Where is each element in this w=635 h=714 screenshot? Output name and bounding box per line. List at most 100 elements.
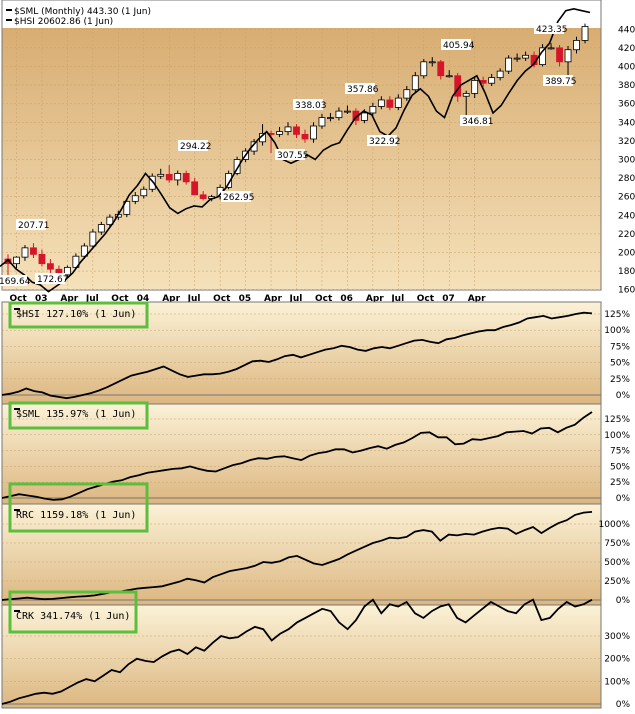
price-callout: 207.71: [18, 221, 50, 231]
candle-body: [488, 77, 496, 84]
date-tick-label: Oct: [213, 294, 231, 304]
candle-body: [13, 256, 20, 265]
price-tick-label: 220: [618, 230, 635, 240]
candle-body: [581, 26, 589, 41]
price-callout-bg: [543, 75, 573, 86]
performance-tick-label: 25%: [610, 375, 630, 385]
candle-body: [97, 224, 105, 233]
performance-panel-background: [1, 403, 602, 505]
candle-body: [276, 131, 283, 135]
price-callout-bg: [367, 135, 397, 146]
price-callout-bg: [293, 99, 323, 110]
candle-body: [547, 47, 555, 50]
candle-body: [191, 181, 199, 196]
candle-body: [573, 40, 580, 51]
legend-swatch: [14, 308, 20, 310]
candle-body: [462, 93, 470, 97]
candle-body: [148, 175, 156, 190]
performance-panel-background: [1, 301, 602, 405]
candle-body: [318, 117, 326, 127]
price-tick-label: 260: [618, 193, 635, 203]
candle-body: [505, 57, 513, 72]
candle-body: [80, 245, 88, 257]
highlight-box: [8, 301, 149, 329]
candle-body: [496, 70, 504, 79]
price-tick-label: 160: [618, 286, 635, 296]
rrc-performance-panel: 0% 250% 500% 750% 1000% RRC 1159.18% (1 Jun): [1, 482, 631, 606]
price-callout: 169.64: [0, 277, 31, 287]
price-callout-bg: [178, 140, 208, 151]
price-panel: 160 180 200 220 240 260 280 300 320 340 360 380 400 4…: [0, 0, 635, 304]
performance-tick-label: 1000%: [599, 520, 631, 530]
candle-body: [293, 126, 300, 135]
candle-body: [428, 61, 436, 64]
price-callout: 423.35: [536, 25, 568, 35]
candle-body: [157, 173, 165, 177]
performance-panel-title: $HSI 127.10% (1 Jun): [16, 309, 136, 320]
price-tick-label: 300: [618, 155, 635, 165]
price-callout-bg: [534, 23, 564, 34]
performance-line: [1, 598, 593, 705]
candle-body: [174, 173, 182, 181]
performance-panel-background: [1, 604, 602, 709]
performance-tick-label: 125%: [604, 310, 630, 320]
performance-panel-title: RRC 1159.18% (1 Jun): [16, 510, 136, 521]
performance-tick-label: 300%: [604, 632, 630, 642]
price-tick-label: 180: [618, 267, 635, 277]
candle-body: [377, 99, 385, 107]
performance-tick-label: 100%: [604, 431, 630, 441]
date-tick-label: Jul: [187, 294, 201, 304]
candle-body: [199, 194, 207, 199]
candle-body: [394, 97, 402, 108]
highlight-box: [8, 590, 138, 634]
performance-tick-label: 0%: [616, 391, 631, 401]
performance-tick-label: 50%: [610, 462, 630, 472]
price-panel-frame: [1, 0, 602, 291]
candle-body: [471, 80, 479, 94]
date-tick-label: Oct: [417, 294, 435, 304]
highlight-box: [8, 482, 149, 533]
price-tick-label: 400: [618, 62, 635, 72]
price-tick-label: 360: [618, 100, 635, 110]
performance-tick-label: 100%: [604, 326, 630, 336]
highlight-box: [8, 401, 149, 430]
performance-tick-label: 500%: [604, 558, 630, 568]
date-tick-label: 04: [137, 294, 150, 304]
main-chart-title: $SML (Monthly) 443.30 (1 Jun): [14, 7, 151, 17]
performance-panel-background: [1, 503, 602, 606]
candle-body: [420, 61, 428, 77]
hsi-performance-panel: 0% 25% 50% 75% 100% 125% $HSI 127.10% (1 Jun): [1, 301, 631, 405]
price-callout: 294.22: [180, 142, 212, 152]
price-tick-label: 440: [618, 25, 635, 35]
candle-body: [360, 112, 368, 121]
candle-body: [131, 195, 139, 202]
candle-body: [369, 106, 377, 114]
performance-line: [1, 511, 593, 601]
candle-body: [327, 117, 334, 120]
date-tick-label: Apr: [366, 294, 384, 304]
price-callout-bg: [221, 191, 251, 202]
performance-tick-label: 750%: [604, 539, 630, 549]
candle-body: [30, 247, 37, 255]
price-callout: 357.86: [347, 85, 379, 95]
price-callout: 405.94: [443, 41, 475, 51]
candle-body: [310, 125, 317, 140]
overlay-series-label: $HSI 20602.86 (1 Jun): [14, 17, 113, 27]
price-tick-label: 240: [618, 211, 635, 221]
date-tick-label: Apr: [60, 294, 78, 304]
candle-body: [411, 75, 419, 91]
candle-body: [403, 89, 411, 99]
candle-body: [556, 47, 563, 63]
hsi-overlay-line: [0, 7, 591, 293]
candle-body: [513, 57, 521, 60]
date-tick-label: 03: [35, 294, 48, 304]
performance-tick-label: 100%: [604, 677, 630, 687]
price-tick-label: 280: [618, 174, 635, 184]
candle-body: [335, 110, 343, 119]
price-callout-bg: [441, 39, 471, 50]
candle-body: [225, 173, 233, 188]
date-tick-label: 06: [340, 294, 353, 304]
performance-tick-label: 25%: [610, 478, 630, 488]
performance-panel-title: CRK 341.74% (1 Jun): [16, 611, 130, 622]
price-callout-bg: [460, 115, 490, 126]
